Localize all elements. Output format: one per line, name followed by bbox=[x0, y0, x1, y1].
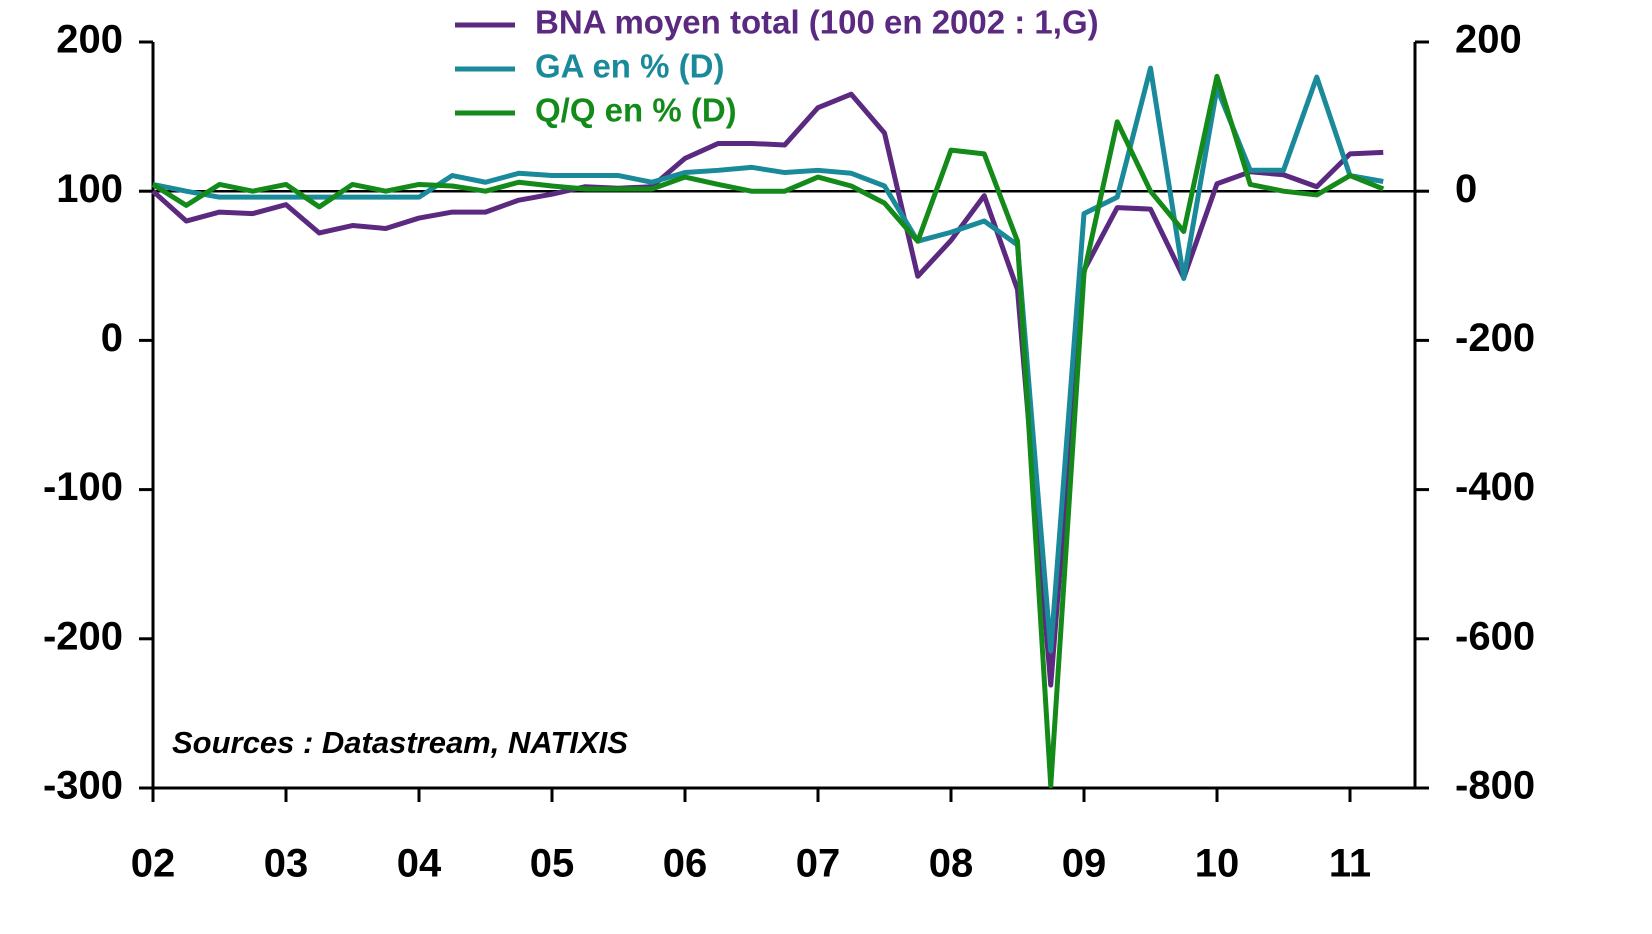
y-tick-label: 200 bbox=[56, 18, 123, 62]
y2-tick-label: -800 bbox=[1455, 764, 1535, 808]
series-line bbox=[151, 91, 1384, 688]
y-tick-label: -300 bbox=[43, 764, 123, 808]
legend-label: Q/Q en % (D) bbox=[535, 92, 737, 129]
y2-tick-label: 200 bbox=[1455, 18, 1522, 62]
y2-tick-label: -200 bbox=[1455, 316, 1535, 360]
x-tick-label: 10 bbox=[1195, 842, 1240, 886]
y2-tick-label: -600 bbox=[1455, 614, 1535, 658]
annotation: Sources : Datastream, NATIXIS bbox=[172, 725, 628, 760]
x-tick-label: 08 bbox=[929, 842, 974, 886]
x-tick-label: 07 bbox=[796, 842, 841, 886]
x-tick-label: 06 bbox=[663, 842, 708, 886]
y-tick-label: 0 bbox=[101, 316, 123, 360]
x-tick-label: 03 bbox=[264, 842, 309, 886]
y-tick-label: 100 bbox=[56, 167, 123, 211]
y-tick-label: -100 bbox=[43, 465, 123, 509]
legend-label: BNA moyen total (100 en 2002 : 1,G) bbox=[535, 4, 1099, 41]
y-tick-label: -200 bbox=[43, 614, 123, 658]
x-tick-label: 09 bbox=[1062, 842, 1107, 886]
series-line bbox=[152, 65, 1384, 654]
y2-tick-label: 0 bbox=[1455, 167, 1477, 211]
series-line bbox=[151, 73, 1385, 789]
x-tick-label: 11 bbox=[1329, 842, 1371, 886]
y2-tick-label: -400 bbox=[1455, 465, 1535, 509]
x-tick-label: 02 bbox=[131, 842, 176, 886]
legend-label: GA en % (D) bbox=[535, 48, 724, 85]
x-tick-label: 05 bbox=[530, 842, 575, 886]
x-tick-label: 04 bbox=[397, 842, 442, 886]
